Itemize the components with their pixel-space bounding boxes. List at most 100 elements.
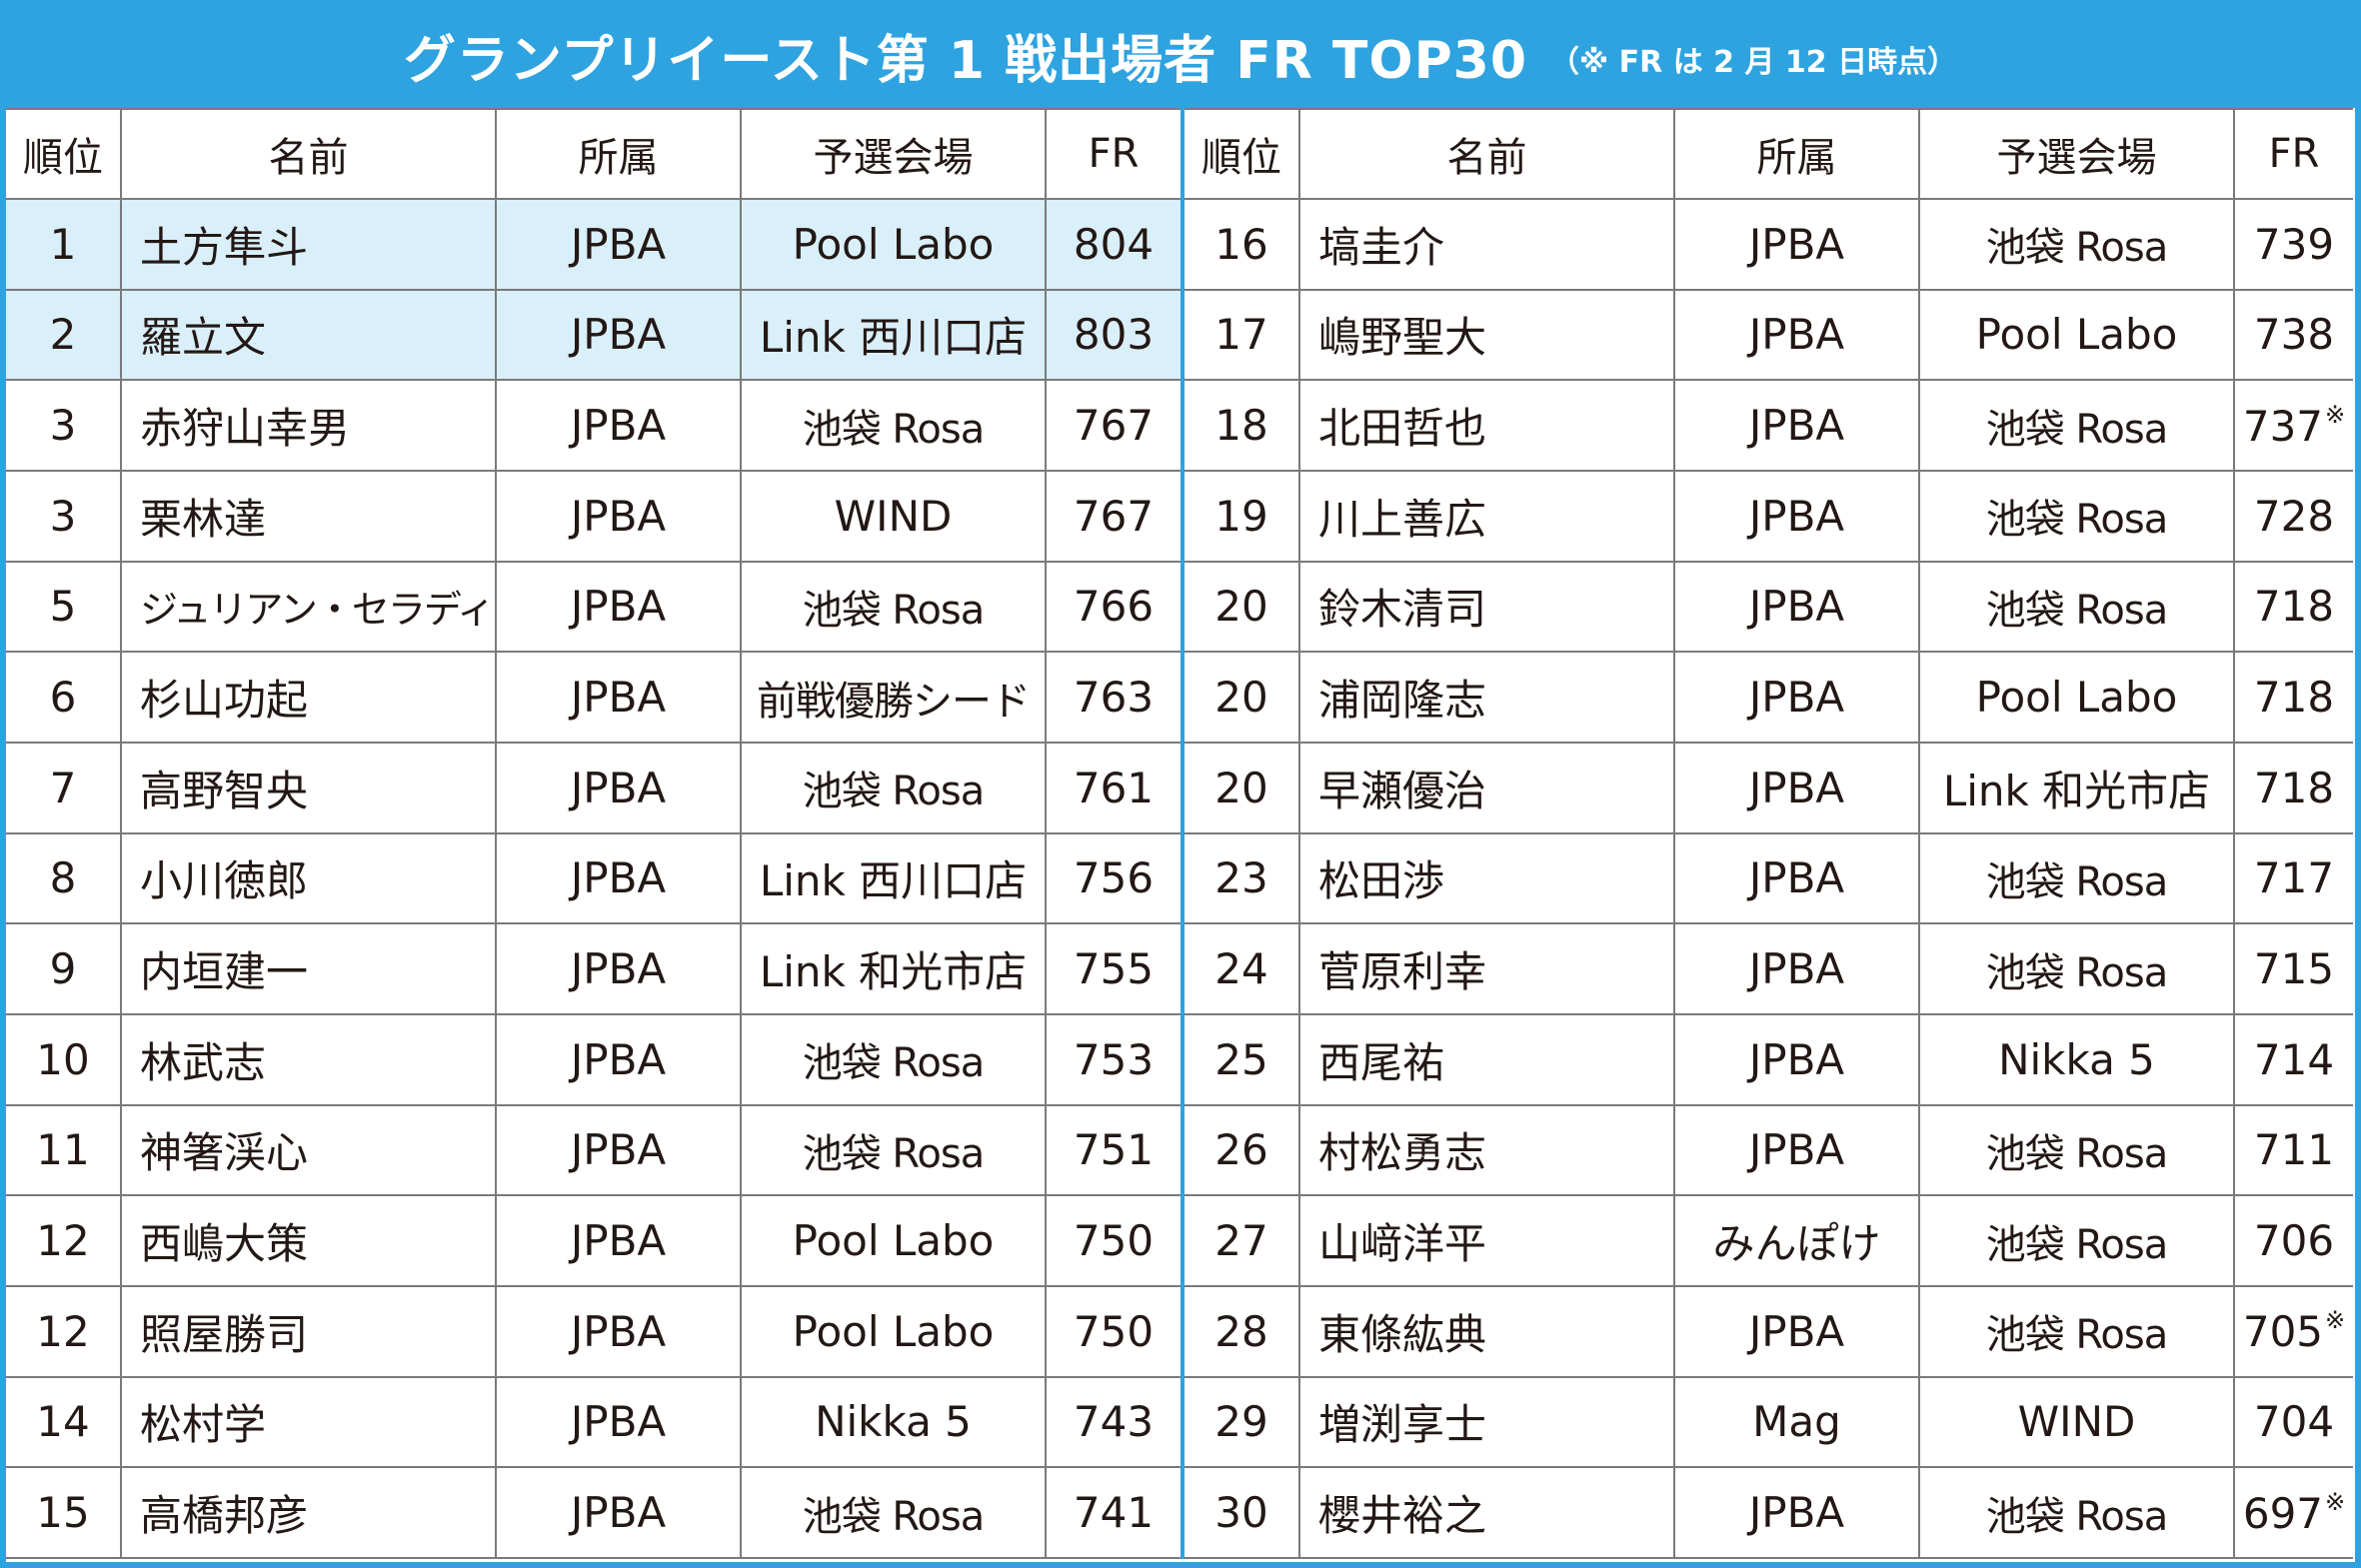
cell-name: 東條紘典	[1298, 1284, 1675, 1378]
cell-rank-text: 26	[1214, 1125, 1268, 1175]
cell-rank: 18	[1184, 379, 1300, 472]
cell-rank: 6	[6, 651, 122, 744]
cell-name: 浦岡隆志	[1298, 651, 1675, 744]
cell-affiliation-text: JPBA	[570, 853, 667, 903]
cell-name: 羅立文	[120, 288, 497, 382]
table-body-left: 1 土方隼斗 JPBA Pool Labo 804 2 羅立文 JPBA Link 西川口店 80…	[6, 198, 1180, 1559]
cell-venue-text: WIND	[834, 491, 953, 541]
table-row: 27 山﨑洋平 みんぽけ 池袋 Rosa 706	[1184, 1194, 2353, 1287]
cell-affiliation: Mag	[1673, 1375, 1920, 1469]
cell-affiliation-text: JPBA	[570, 763, 667, 812]
cell-affiliation-text: JPBA	[570, 219, 667, 269]
cell-affiliation-text: JPBA	[1748, 401, 1845, 451]
cell-fr: 763	[1045, 651, 1180, 744]
table-header-row: 順位 名前 所属 予選会場 FR	[6, 108, 1180, 200]
cell-name-text: 菅原利幸	[1318, 947, 1487, 997]
cell-rank: 27	[1184, 1194, 1300, 1287]
table-row: 30 櫻井裕之 JPBA 池袋 Rosa 697※	[1184, 1466, 2353, 1559]
cell-rank: 19	[1184, 469, 1300, 563]
cell-affiliation: JPBA	[495, 1194, 742, 1287]
cell-venue-text: 前戦優勝シード	[757, 678, 1031, 725]
cell-affiliation-text: JPBA	[1748, 1306, 1845, 1356]
cell-venue: Pool Labo	[740, 198, 1047, 291]
table-row: 12 照屋勝司 JPBA Pool Labo 750	[6, 1284, 1180, 1378]
ranking-table-right: 順位 名前 所属 予選会場 FR 16 塙圭介 JPBA 池袋 Rosa 739 17 嶋野…	[1180, 108, 2353, 1559]
cell-name-text: 嶋野聖大	[1318, 313, 1487, 363]
cell-name-text: 増渕享士	[1318, 1400, 1487, 1450]
cell-venue: 池袋 Rosa	[1918, 1194, 2235, 1287]
cell-name-text: 赤狩山幸男	[140, 404, 351, 454]
cell-fr-text: 738	[2253, 310, 2335, 360]
cell-fr: 714	[2233, 1012, 2353, 1106]
cell-affiliation-text: JPBA	[570, 1397, 667, 1447]
cell-venue-text: Pool Labo	[1975, 673, 2178, 723]
cell-venue: Link 和光市店	[740, 922, 1047, 1015]
cell-venue: WIND	[740, 469, 1047, 563]
cell-name-text: 山﨑洋平	[1318, 1219, 1487, 1269]
cell-fr-text: 766	[1073, 582, 1155, 632]
cell-venue-text: Link 西川口店	[759, 313, 1028, 363]
cell-fr-text: 706	[2253, 1216, 2335, 1266]
cell-name: 塙圭介	[1298, 198, 1675, 291]
cell-venue: 池袋 Rosa	[1918, 922, 2235, 1015]
cell-fr-text: 755	[1073, 944, 1155, 994]
cell-affiliation: JPBA	[495, 651, 742, 744]
cell-fr-text: 697	[2242, 1488, 2324, 1538]
cell-fr-text: 737	[2242, 401, 2324, 451]
cell-rank-text: 12	[36, 1216, 90, 1266]
table-row: 8 小川徳郎 JPBA Link 西川口店 756	[6, 831, 1180, 925]
cell-name-text: 櫻井裕之	[1318, 1491, 1487, 1541]
cell-affiliation: JPBA	[1673, 560, 1920, 654]
cell-rank-text: 3	[49, 401, 77, 451]
cell-venue: Pool Labo	[740, 1194, 1047, 1287]
cell-name-text: 鈴木清司	[1318, 585, 1487, 635]
cell-affiliation: JPBA	[1673, 831, 1920, 925]
cell-fr-text: 767	[1073, 491, 1155, 541]
table-row: 10 林武志 JPBA 池袋 Rosa 753	[6, 1012, 1180, 1106]
footnote-mark: ※	[2325, 1487, 2346, 1516]
cell-rank: 9	[6, 922, 122, 1015]
cell-venue-text: 池袋 Rosa	[802, 769, 986, 815]
header-rank: 順位	[6, 108, 122, 200]
cell-rank-text: 20	[1214, 582, 1268, 632]
cell-affiliation: JPBA	[495, 1466, 742, 1559]
cell-rank-text: 9	[49, 944, 77, 994]
cell-rank: 1	[6, 198, 122, 291]
cell-affiliation-text: JPBA	[1748, 310, 1845, 360]
cell-rank: 12	[6, 1194, 122, 1287]
cell-name: 鈴木清司	[1298, 560, 1675, 654]
cell-affiliation: JPBA	[1673, 651, 1920, 744]
header-affiliation: 所属	[495, 108, 742, 200]
cell-fr-text: 741	[1073, 1488, 1155, 1538]
cell-fr-text: 728	[2253, 491, 2335, 541]
table-row: 3 栗林達 JPBA WIND 767	[6, 469, 1180, 563]
cell-fr-text: 761	[1073, 763, 1155, 812]
cell-affiliation-text: JPBA	[570, 673, 667, 723]
page-title: グランプリイースト第 1 戦出場者 FR TOP30	[403, 31, 1528, 91]
cell-rank: 10	[6, 1012, 122, 1106]
cell-fr: 767	[1045, 469, 1180, 563]
cell-affiliation: JPBA	[1673, 469, 1920, 563]
cell-venue-text: 池袋 Rosa	[1985, 587, 2169, 634]
cell-affiliation: JPBA	[495, 288, 742, 382]
cell-fr: 697※	[2233, 1466, 2353, 1559]
cell-fr: 718	[2233, 560, 2353, 654]
cell-venue-text: Link 和光市店	[759, 947, 1028, 997]
cell-rank: 30	[1184, 1466, 1300, 1559]
header-affiliation: 所属	[1673, 108, 1920, 200]
cell-fr-text: 711	[2253, 1125, 2335, 1175]
cell-fr-text: 743	[1073, 1397, 1155, 1447]
cell-rank-text: 5	[49, 582, 77, 632]
cell-affiliation: JPBA	[495, 741, 742, 834]
cell-fr-text: 753	[1073, 1034, 1155, 1084]
cell-fr: 750	[1045, 1284, 1180, 1378]
cell-name-text: 北田哲也	[1318, 404, 1487, 454]
cell-venue: 前戦優勝シード	[740, 651, 1047, 744]
cell-affiliation-text: JPBA	[570, 1306, 667, 1356]
cell-venue-text: Pool Labo	[792, 1216, 995, 1266]
cell-rank-text: 17	[1214, 310, 1268, 360]
cell-fr: 741	[1045, 1466, 1180, 1559]
table-row: 29 増渕享士 Mag WIND 704	[1184, 1375, 2353, 1469]
cell-fr: 706	[2233, 1194, 2353, 1287]
